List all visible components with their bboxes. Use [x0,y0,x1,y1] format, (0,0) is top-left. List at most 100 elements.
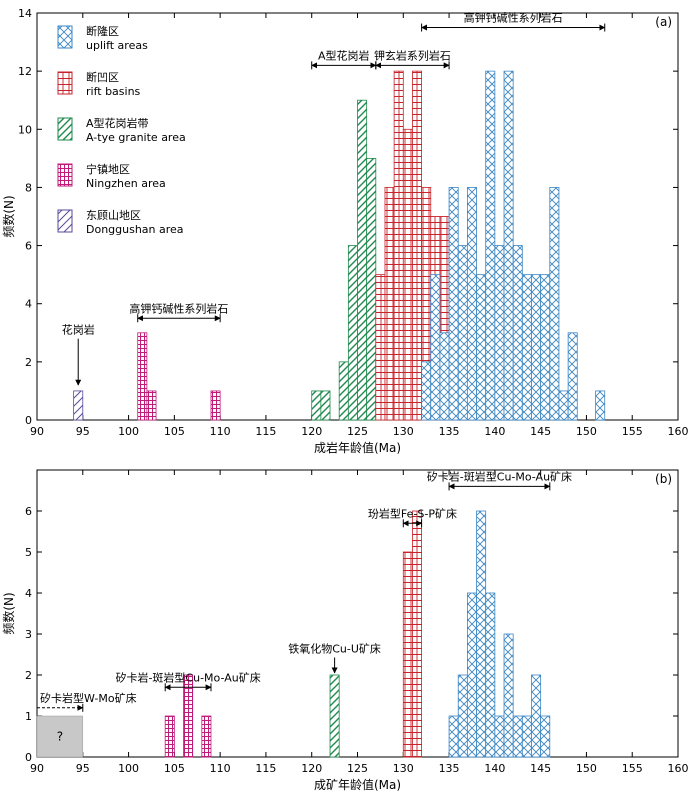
legend-label-cn: A型花岗岩带 [86,116,149,130]
y-tick-label: 5 [25,546,32,559]
legend-swatch [57,25,73,49]
panel-label: (a) [655,15,672,29]
bar [448,187,459,421]
y-axis-label: 频数(N) [1,195,16,237]
legend-swatch [57,209,73,233]
y-tick-label: 4 [25,298,32,311]
bar [531,274,542,421]
annotation-label: 铁氧化物Cu-U矿床 [288,642,381,656]
legend-label-en: Ningzhen area [86,177,166,190]
legend-label-en: uplift areas [86,39,148,52]
y-tick-label: 14 [18,7,32,20]
bar [412,510,423,758]
x-tick-label: 155 [622,425,643,438]
y-tick-label: 12 [18,65,32,78]
bar [402,128,413,421]
bar [448,715,459,758]
bar [146,390,157,421]
bar [412,70,423,421]
bar [521,715,532,758]
x-tick-label: 105 [164,762,185,775]
bar [476,510,487,758]
x-axis-label: 成岩年龄值(Ma) [314,440,401,455]
x-tick-label: 120 [301,762,322,775]
annotation-label: 矽卡岩-斑岩型Cu-Mo-Au矿床 [115,670,260,684]
x-tick-label: 135 [439,425,460,438]
x-tick-label: 140 [484,425,505,438]
x-axis-label: 成矿年龄值(Ma) [314,777,401,792]
legend-label-cn: 东顾山地区 [86,209,141,222]
x-tick-label: 160 [668,425,689,438]
x-tick-label: 145 [530,762,551,775]
bar [357,99,368,421]
legend-swatch [57,163,73,187]
unknown-box-label: ? [57,730,63,744]
bar [531,674,542,758]
y-tick-label: 3 [25,628,32,641]
bar [494,245,505,421]
bar [558,390,569,421]
legend-label-en: Donggushan area [86,223,184,236]
y-tick-label: 0 [25,414,32,427]
y-axis-label: 频数(N) [1,592,16,634]
bar [338,361,349,421]
x-tick-label: 160 [668,762,689,775]
legend-swatch [57,71,73,95]
legend-label-en: A-tye granite area [86,131,186,144]
y-tick-label: 8 [25,181,32,194]
bar [540,274,551,421]
y-tick-label: 6 [25,240,32,253]
bar [430,274,441,421]
legend-label-en: rift basins [86,85,141,98]
bar [457,245,468,421]
x-tick-label: 130 [393,762,414,775]
bar [494,715,505,758]
bar [347,245,358,421]
bar [540,715,551,758]
bar [439,332,450,421]
annotation-label: 矽卡岩-斑岩型Cu-Mo-Au矿床 [427,469,572,483]
bar [73,390,84,421]
y-tick-label: 4 [25,587,32,600]
bar [476,274,487,421]
x-tick-label: 120 [301,425,322,438]
bar [201,715,212,758]
y-tick-label: 10 [18,123,32,136]
panel-b-chart: 90 95 100 105 110 115 120 125 130 135 140 145 150 155… [1,469,689,792]
bar [512,715,523,758]
bar [366,157,377,421]
bar [402,551,413,758]
annotation-label: 花岗岩 [62,323,95,337]
x-tick-label: 95 [76,425,90,438]
bar [311,390,322,421]
bar [457,674,468,758]
bar [375,274,386,421]
panel-a-chart: 90 95 100 105 110 115 120 125 130 135 140 145 150 155… [1,7,689,455]
bar [320,390,331,421]
x-tick-label: 115 [255,762,276,775]
panel-label: (b) [655,472,672,486]
x-tick-label: 140 [484,762,505,775]
y-tick-label: 2 [25,356,32,369]
x-tick-label: 155 [622,762,643,775]
bar [567,332,578,421]
bar [549,187,560,421]
bar [329,674,340,758]
annotation-label: 玢岩型Fe-S-P矿床 [368,506,457,520]
x-tick-label: 150 [576,762,597,775]
x-tick-label: 95 [76,762,90,775]
unknown-age-box [36,715,84,758]
annotation-label: 高钾钙碱性系列岩石 [129,301,228,315]
legend-swatch [57,117,73,141]
x-tick-label: 100 [118,762,139,775]
x-tick-label: 125 [347,425,368,438]
x-tick-label: 90 [30,762,44,775]
x-tick-label: 100 [118,425,139,438]
x-tick-label: 105 [164,425,185,438]
y-tick-label: 2 [25,669,32,682]
plot-frame [36,469,679,758]
bar [183,674,194,758]
bar [485,70,496,421]
x-tick-label: 125 [347,762,368,775]
